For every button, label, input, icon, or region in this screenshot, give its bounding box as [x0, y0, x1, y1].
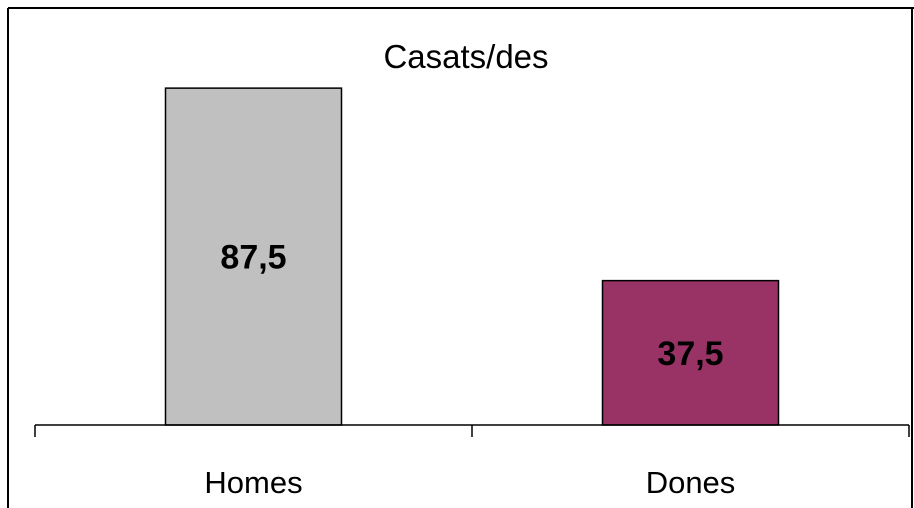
chart-title: Casats/des — [383, 38, 548, 75]
x-axis-labels: Homes Dones — [204, 465, 735, 500]
x-tick-label-homes: Homes — [204, 465, 302, 500]
bar-dones — [601, 279, 780, 426]
bars-layer: 87,5 37,5 — [164, 87, 780, 426]
data-label-homes: 87,5 — [220, 239, 286, 277]
x-tick-label-dones: Dones — [646, 465, 736, 500]
data-label-dones: 37,5 — [657, 335, 723, 373]
bar-homes — [164, 87, 343, 426]
x-axis-ticks — [34, 425, 910, 437]
